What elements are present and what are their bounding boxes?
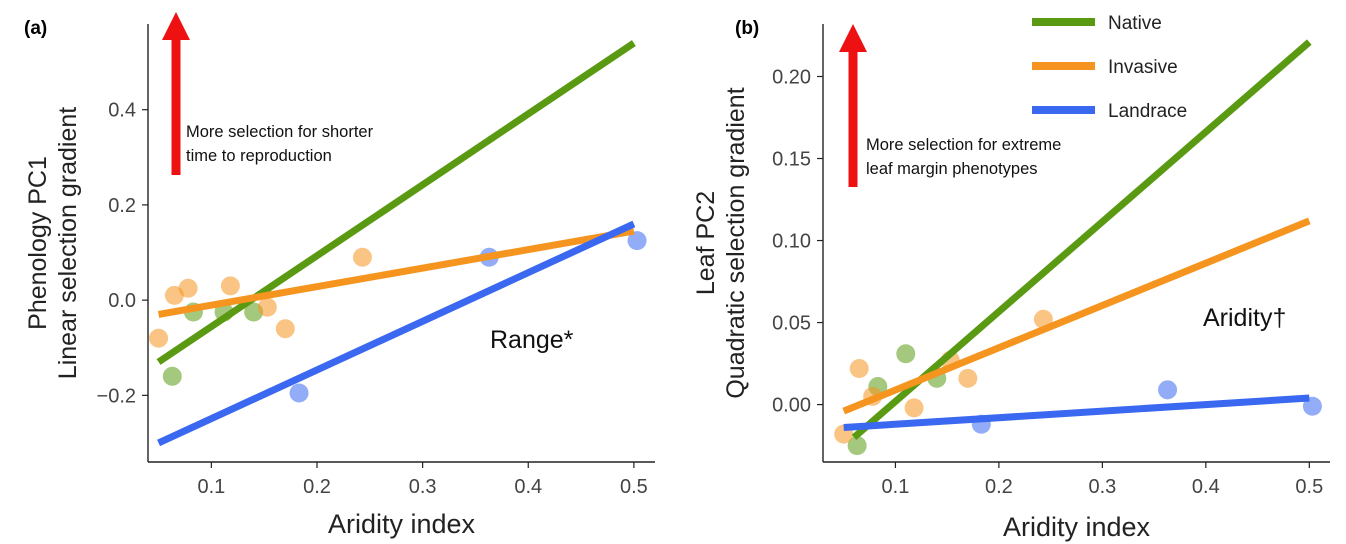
x-tick-label: 0.2: [985, 476, 1013, 498]
arrow-up-icon: [162, 12, 190, 40]
x-tick-label: 0.3: [1088, 476, 1116, 498]
point-invasive: [178, 278, 198, 298]
x-tick-label: 0.5: [620, 476, 648, 498]
point-native: [162, 366, 182, 386]
point-landrace: [627, 231, 647, 251]
significance-annotation: Aridity†: [1203, 304, 1286, 332]
y-tick-label: 0.15: [772, 149, 811, 171]
y-tick-label: 0.05: [772, 313, 811, 335]
regression-line-landrace: [157, 220, 636, 447]
y-tick-label: 0.2: [108, 195, 136, 217]
point-invasive: [220, 276, 240, 296]
point-invasive: [275, 319, 295, 339]
y-axis-label: Quadratic selection gradient: [722, 87, 750, 398]
legend-label-landrace: Landrace: [1108, 101, 1187, 122]
x-axis-label: Aridity index: [1003, 512, 1151, 542]
y-tick-label: 0.4: [108, 100, 136, 122]
point-invasive: [849, 358, 869, 378]
arrow-up-icon: [839, 24, 867, 52]
x-tick-label: 0.3: [409, 476, 437, 498]
y-axis-label: Linear selection gradient: [54, 107, 82, 379]
x-axis-label: Aridity index: [328, 509, 476, 539]
arrow-caption: More selection for extreme: [866, 136, 1061, 154]
legend-label-native: Native: [1108, 13, 1162, 34]
point-invasive: [958, 368, 978, 388]
x-tick-label: 0.5: [1295, 476, 1323, 498]
arrow-caption: leaf margin phenotypes: [866, 160, 1038, 178]
legend: Native Invasive Landrace: [1032, 13, 1187, 122]
y-tick-label: −0.2: [97, 385, 136, 407]
arrow-caption: time to reproduction: [186, 147, 332, 165]
regression-line-landrace: [843, 394, 1310, 432]
regression-line-invasive: [157, 227, 635, 318]
point-invasive: [904, 398, 924, 418]
point-landrace: [1158, 380, 1178, 400]
y-tick-label: 0.00: [772, 395, 811, 417]
point-native: [896, 344, 916, 364]
panel-label: (b): [735, 18, 759, 39]
x-tick-label: 0.1: [197, 476, 225, 498]
panel-a: 0.1 0.2 0.3 0.4 0.5 −0.2 0.0 0.2 0.4 Aridity inde…: [24, 12, 655, 539]
regression-line-invasive: [842, 217, 1311, 415]
y-axis-label: Leaf PC2: [692, 191, 720, 295]
point-invasive: [149, 328, 169, 348]
regression-line-native: [851, 39, 1312, 441]
legend-label-invasive: Invasive: [1108, 57, 1178, 78]
point-landrace: [289, 383, 309, 403]
point-invasive: [257, 297, 277, 317]
arrow-shaft: [171, 38, 181, 175]
y-tick-label: 0.20: [772, 66, 811, 88]
panel-b: 0.1 0.2 0.3 0.4 0.5 0.00 0.05 0.10 0.15 0.20 Aridi…: [692, 18, 1330, 542]
y-tick-label: 0.10: [772, 231, 811, 253]
x-tick-label: 0.1: [882, 476, 910, 498]
point-invasive: [352, 247, 372, 267]
x-tick-label: 0.4: [514, 476, 542, 498]
y-axis-label: Phenology PC1: [24, 156, 52, 330]
arrow-shaft: [848, 50, 858, 187]
y-tick-label: 0.0: [108, 290, 136, 312]
arrow-caption: More selection for shorter: [186, 123, 374, 141]
x-tick-label: 0.4: [1192, 476, 1220, 498]
point-native: [847, 436, 867, 456]
panel-label: (a): [24, 18, 47, 39]
regression-line-native: [156, 40, 636, 365]
significance-annotation: Range*: [490, 326, 574, 354]
x-tick-label: 0.2: [303, 476, 331, 498]
